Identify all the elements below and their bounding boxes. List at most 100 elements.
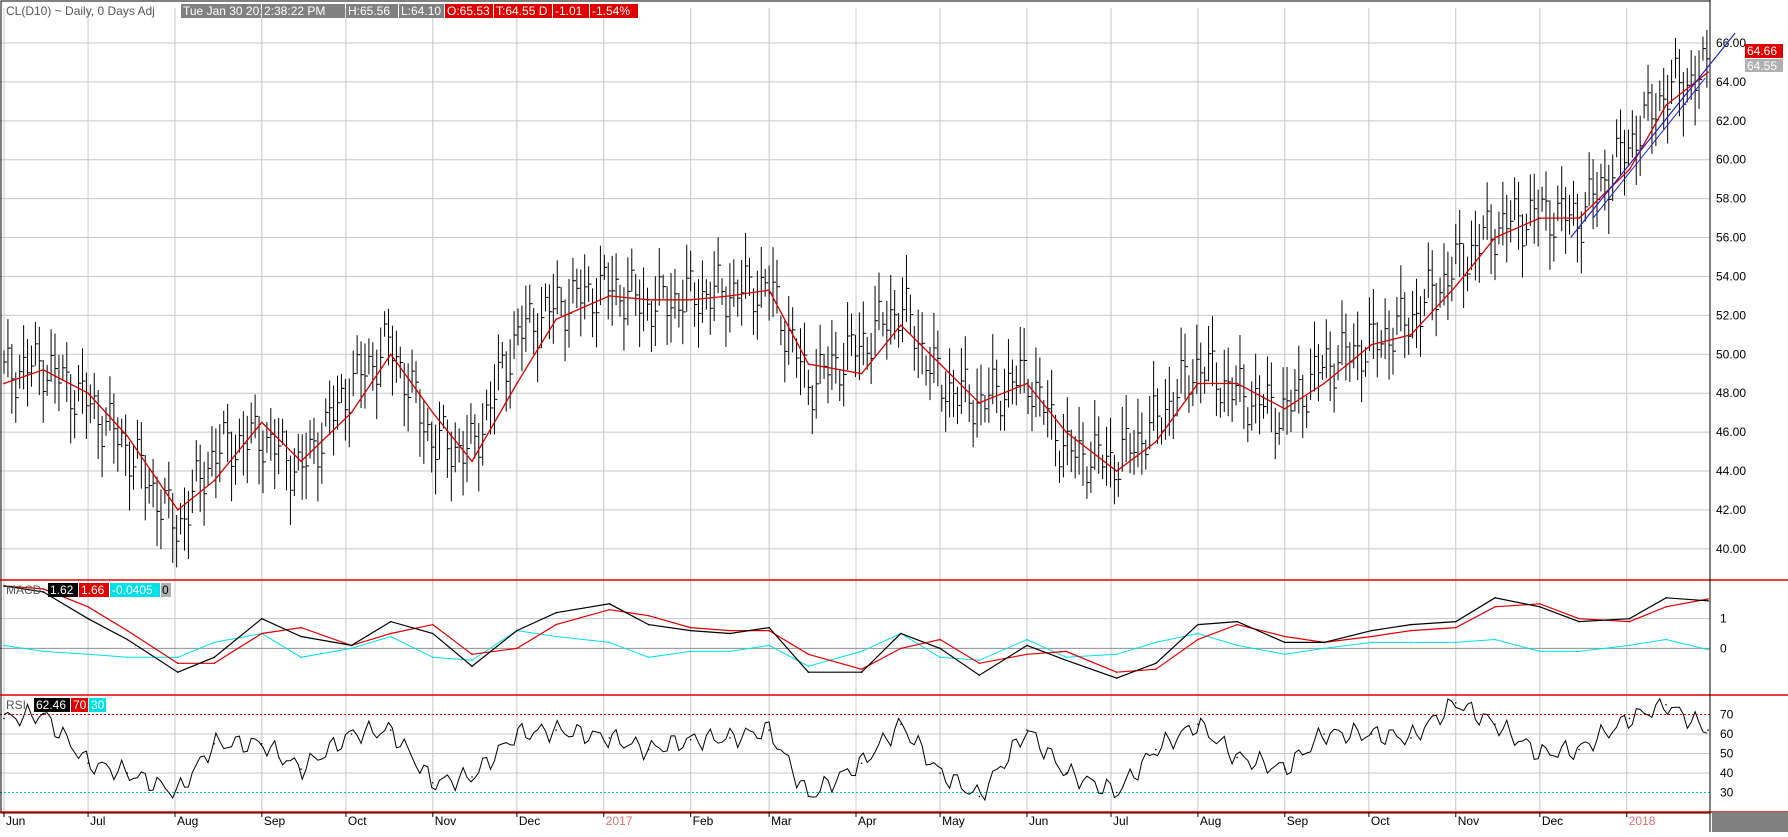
macd-value2: 1.66	[81, 583, 105, 597]
price-y-tick-label: 62.00	[1716, 114, 1746, 128]
macd-line-point	[689, 629, 692, 632]
macd-histogram-line-point	[300, 656, 302, 659]
macd-histogram-line-point	[647, 656, 650, 659]
rsi-y-tick-label: 70	[1720, 708, 1734, 722]
rsi-point	[350, 733, 353, 735]
change-badge-bg	[553, 4, 589, 18]
macd-line-point	[42, 591, 45, 593]
x-tick-label: 2018	[1629, 814, 1656, 828]
moving-average-line-point	[608, 295, 611, 297]
macd-value1: 1.62	[50, 583, 74, 597]
macd-line-point	[1494, 597, 1496, 599]
rsi-point	[978, 795, 981, 798]
macd-signal-line-point	[1539, 602, 1541, 605]
price-y-tick-label: 46.00	[1716, 425, 1746, 439]
macd-value1-bg	[48, 583, 78, 597]
macd-line-point	[126, 638, 129, 641]
moving-average-line-point	[555, 318, 557, 321]
x-tick-label: Nov	[435, 814, 456, 828]
macd-signal-line-point	[42, 588, 45, 590]
moving-average-line-point	[261, 421, 263, 424]
rsi-point	[1155, 748, 1157, 751]
x-tick-label: Mar	[771, 814, 792, 828]
moving-average-line-point	[1026, 382, 1028, 385]
macd-signal-line-point	[432, 623, 434, 626]
rsi-point	[1323, 733, 1325, 735]
moving-average-line-point	[432, 411, 434, 414]
high-badge-bg	[346, 4, 398, 18]
moving-average-line-point	[1284, 407, 1286, 410]
x-tick-label: Apr	[858, 814, 877, 828]
price-y-tick-label: 60.00	[1716, 153, 1746, 167]
low-badge-bg	[399, 4, 444, 18]
macd-histogram-line-point	[1665, 638, 1667, 641]
moving-average-line-point	[807, 363, 810, 365]
macd-signal-line-point	[1665, 605, 1667, 608]
macd-histogram-line-point	[87, 653, 89, 656]
rsi-line	[3, 697, 1708, 802]
macd-signal-line-point	[555, 623, 557, 626]
macd-line-point	[900, 632, 902, 635]
moving-average-line-point	[647, 299, 650, 301]
x-tick-label: Aug	[1200, 814, 1221, 828]
axis-corner-block	[1712, 812, 1788, 832]
macd-line-point	[432, 632, 434, 635]
macd-value2-bg	[79, 583, 109, 597]
price-y-tick-label: 58.00	[1716, 192, 1746, 206]
rsi-value-bg	[34, 698, 70, 712]
rsi-upper: 70	[73, 698, 87, 712]
open-badge-bg	[445, 4, 493, 18]
moving-average-line-point	[1578, 217, 1580, 219]
moving-average-line-point	[978, 402, 981, 404]
macd-value4: 0	[162, 583, 169, 597]
macd-histogram-line-point	[432, 656, 434, 659]
moving-average-line-point	[1539, 217, 1541, 219]
moving-average-line-point	[1665, 104, 1667, 107]
x-tick-label: Sep	[264, 814, 286, 828]
moving-average-line-point	[300, 460, 302, 463]
rsi-y-tick-label: 50	[1720, 747, 1734, 761]
rsi-point	[87, 762, 89, 765]
macd-histogram-line-point	[1539, 650, 1541, 653]
price-y-tick-label: 64.00	[1716, 75, 1746, 89]
macd-histogram-line-point	[729, 650, 731, 653]
macd-signal-line-point	[1197, 638, 1199, 641]
macd-histogram-line-point	[126, 656, 129, 659]
rsi-point	[1284, 768, 1286, 770]
macd-histogram-line-point	[1026, 638, 1028, 641]
low-badge: L:64.10	[401, 4, 441, 18]
moving-average-line-point	[126, 435, 129, 437]
price-y-tick-label: 40.00	[1716, 542, 1746, 556]
rsi-point	[729, 737, 731, 739]
macd-signal-line-point	[1236, 623, 1238, 626]
macd-histogram-line-point	[389, 635, 392, 638]
macd-value3: -0.0405	[112, 583, 153, 597]
time-badge: 2:38:22 PM	[264, 4, 325, 18]
x-tick-label: Jun	[6, 814, 25, 828]
macd-line-point	[516, 629, 518, 632]
macd-signal-line-point	[1370, 635, 1373, 638]
macd-histogram-line-point	[1707, 648, 1709, 651]
rsi-point	[860, 762, 863, 765]
macd-signal-line-point	[471, 653, 473, 656]
moving-average-line-point	[1454, 285, 1457, 287]
macd-signal-line-point	[1155, 668, 1157, 671]
macd-signal-line-point	[1707, 598, 1709, 600]
macd-histogram-line-point	[768, 644, 770, 647]
rsi-y-tick-label: 60	[1720, 727, 1734, 741]
rsi-point	[471, 776, 473, 778]
trendline	[1570, 32, 1736, 238]
rsi-label: RSI	[6, 698, 26, 712]
macd-line-point	[1236, 620, 1238, 623]
macd-signal-line-point	[689, 626, 692, 629]
moving-average-line-point	[389, 353, 392, 356]
macd-histogram-line-point	[1454, 641, 1457, 644]
moving-average-line-point	[1628, 168, 1631, 171]
rsi-point	[1628, 717, 1631, 720]
rsi-y-tick-label: 40	[1720, 766, 1734, 780]
macd-line-point	[939, 647, 941, 650]
macd-line-point	[807, 671, 810, 673]
macd-histogram-line-point	[471, 659, 473, 662]
